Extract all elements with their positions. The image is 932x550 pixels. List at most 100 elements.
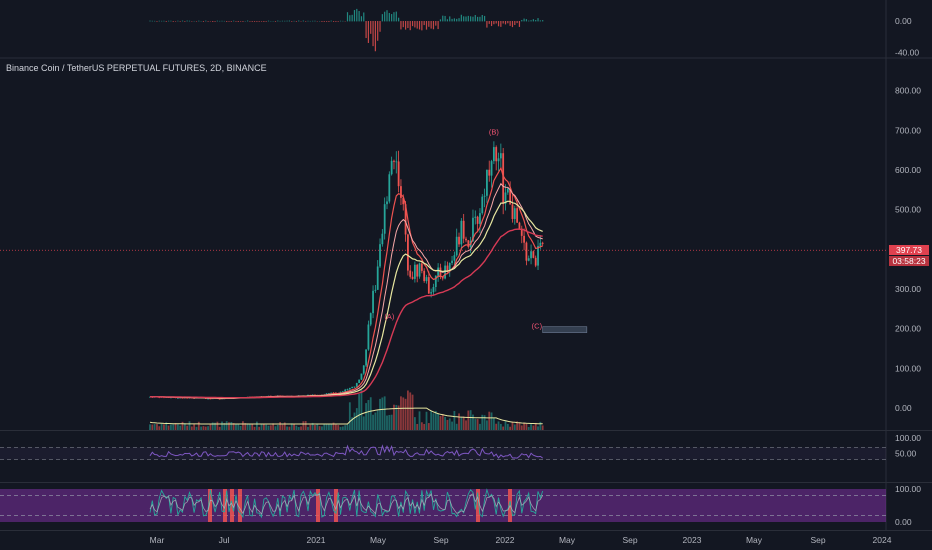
oscillator-bar	[532, 19, 534, 22]
volume-bar	[516, 421, 519, 430]
oscillator-bar	[395, 11, 397, 22]
volume-bar	[423, 423, 426, 430]
time-axis-label: May	[746, 535, 763, 545]
volume-bar	[163, 424, 165, 430]
volume-bar	[395, 404, 398, 430]
volume-bar	[388, 414, 391, 430]
candle-body	[439, 267, 442, 277]
oscillator-bar	[246, 20, 249, 22]
oscillator-bar	[523, 18, 525, 22]
candle-body	[539, 242, 542, 246]
volume-bar	[481, 414, 484, 430]
oscillator-bar	[305, 21, 307, 22]
oscillator-bar	[388, 12, 390, 22]
time-axis-label: 2023	[683, 535, 702, 545]
oscillator-bar	[486, 21, 488, 28]
oscillator-axis-label: 0.00	[895, 16, 912, 26]
oscillator-bar	[335, 21, 337, 22]
candle-body	[207, 398, 209, 400]
candle-body	[376, 266, 379, 290]
volume-bar	[170, 424, 172, 430]
oscillator-bar	[497, 21, 500, 27]
oscillator-bar	[493, 21, 495, 25]
oscillator-bar	[288, 20, 291, 22]
oscillator-bar	[184, 21, 186, 22]
rsi-line	[149, 444, 543, 459]
volume-bar	[541, 425, 544, 430]
candle-body	[453, 255, 456, 261]
oscillator-bar	[207, 21, 209, 22]
volume-bar	[193, 424, 196, 430]
volume-bar	[499, 423, 502, 430]
oscillator-bar	[342, 20, 344, 22]
oscillator-bar	[398, 17, 400, 22]
candle-body	[467, 240, 470, 247]
volume-bar	[390, 414, 393, 430]
candle-body	[372, 290, 374, 314]
volume-bar	[281, 424, 284, 430]
oscillator-bar	[339, 20, 342, 22]
candle-body	[360, 373, 363, 380]
volume-bar	[309, 424, 312, 430]
candle-body	[416, 264, 419, 277]
volume-bar	[328, 424, 330, 430]
stoch-axis-label: 100.00	[895, 484, 921, 494]
oscillator-bar	[502, 21, 504, 24]
volume-bar	[379, 398, 381, 430]
oscillator-bar	[156, 21, 158, 22]
oscillator-bar	[284, 20, 286, 22]
volume-bar	[492, 418, 495, 430]
candle-body	[441, 276, 444, 279]
candle-body	[516, 208, 519, 223]
volume-bar	[307, 426, 309, 430]
volume-bar	[360, 390, 363, 430]
oscillator-bar	[530, 20, 532, 22]
volume-bar	[200, 426, 203, 430]
oscillator-bar	[521, 20, 523, 22]
oscillator-bar	[253, 21, 256, 22]
stoch-signal-marker	[208, 489, 212, 522]
volume-bar	[465, 420, 467, 430]
wave-label: (B)	[489, 127, 500, 136]
sma-line	[149, 200, 543, 399]
volume-bar	[265, 424, 268, 430]
wave-label: (A)	[384, 312, 395, 321]
symbol-title: Binance Coin / TetherUS PERPETUAL FUTURE…	[6, 63, 267, 73]
oscillator-bar	[323, 21, 325, 22]
volume-bar	[204, 426, 207, 430]
oscillator-bar	[411, 21, 414, 27]
candle-body	[402, 197, 405, 205]
volume-bar	[325, 424, 328, 430]
volume-bar	[469, 410, 472, 430]
oscillator-bar	[386, 10, 388, 22]
oscillator-bar	[260, 21, 263, 22]
candle-body	[534, 257, 537, 266]
candle-body	[341, 391, 344, 393]
candle-body	[218, 398, 221, 400]
candle-body	[506, 188, 509, 193]
volume-bar	[520, 425, 523, 430]
last-price-tag: 397.73	[889, 245, 929, 255]
volume-bar	[434, 410, 437, 430]
candle-body	[486, 169, 488, 196]
oscillator-bar	[228, 21, 230, 22]
volume-bar	[451, 421, 453, 430]
candle-body	[488, 169, 491, 176]
candle-body	[479, 213, 481, 224]
time-axis-label: 2021	[307, 535, 326, 545]
oscillator-bar	[214, 21, 216, 22]
stoch-signal-marker	[238, 489, 242, 522]
candle-body	[527, 258, 530, 261]
oscillator-bar	[188, 20, 191, 22]
volume-bar	[293, 424, 295, 430]
ema-slow-line	[150, 228, 543, 399]
volume-bar	[474, 419, 477, 430]
oscillator-bar	[172, 21, 174, 22]
oscillator-bar	[463, 16, 465, 22]
volume-bar	[460, 417, 463, 430]
volume-bar	[437, 413, 440, 430]
oscillator-bar	[353, 10, 356, 22]
oscillator-bar	[504, 21, 507, 25]
candle-body	[537, 245, 539, 266]
